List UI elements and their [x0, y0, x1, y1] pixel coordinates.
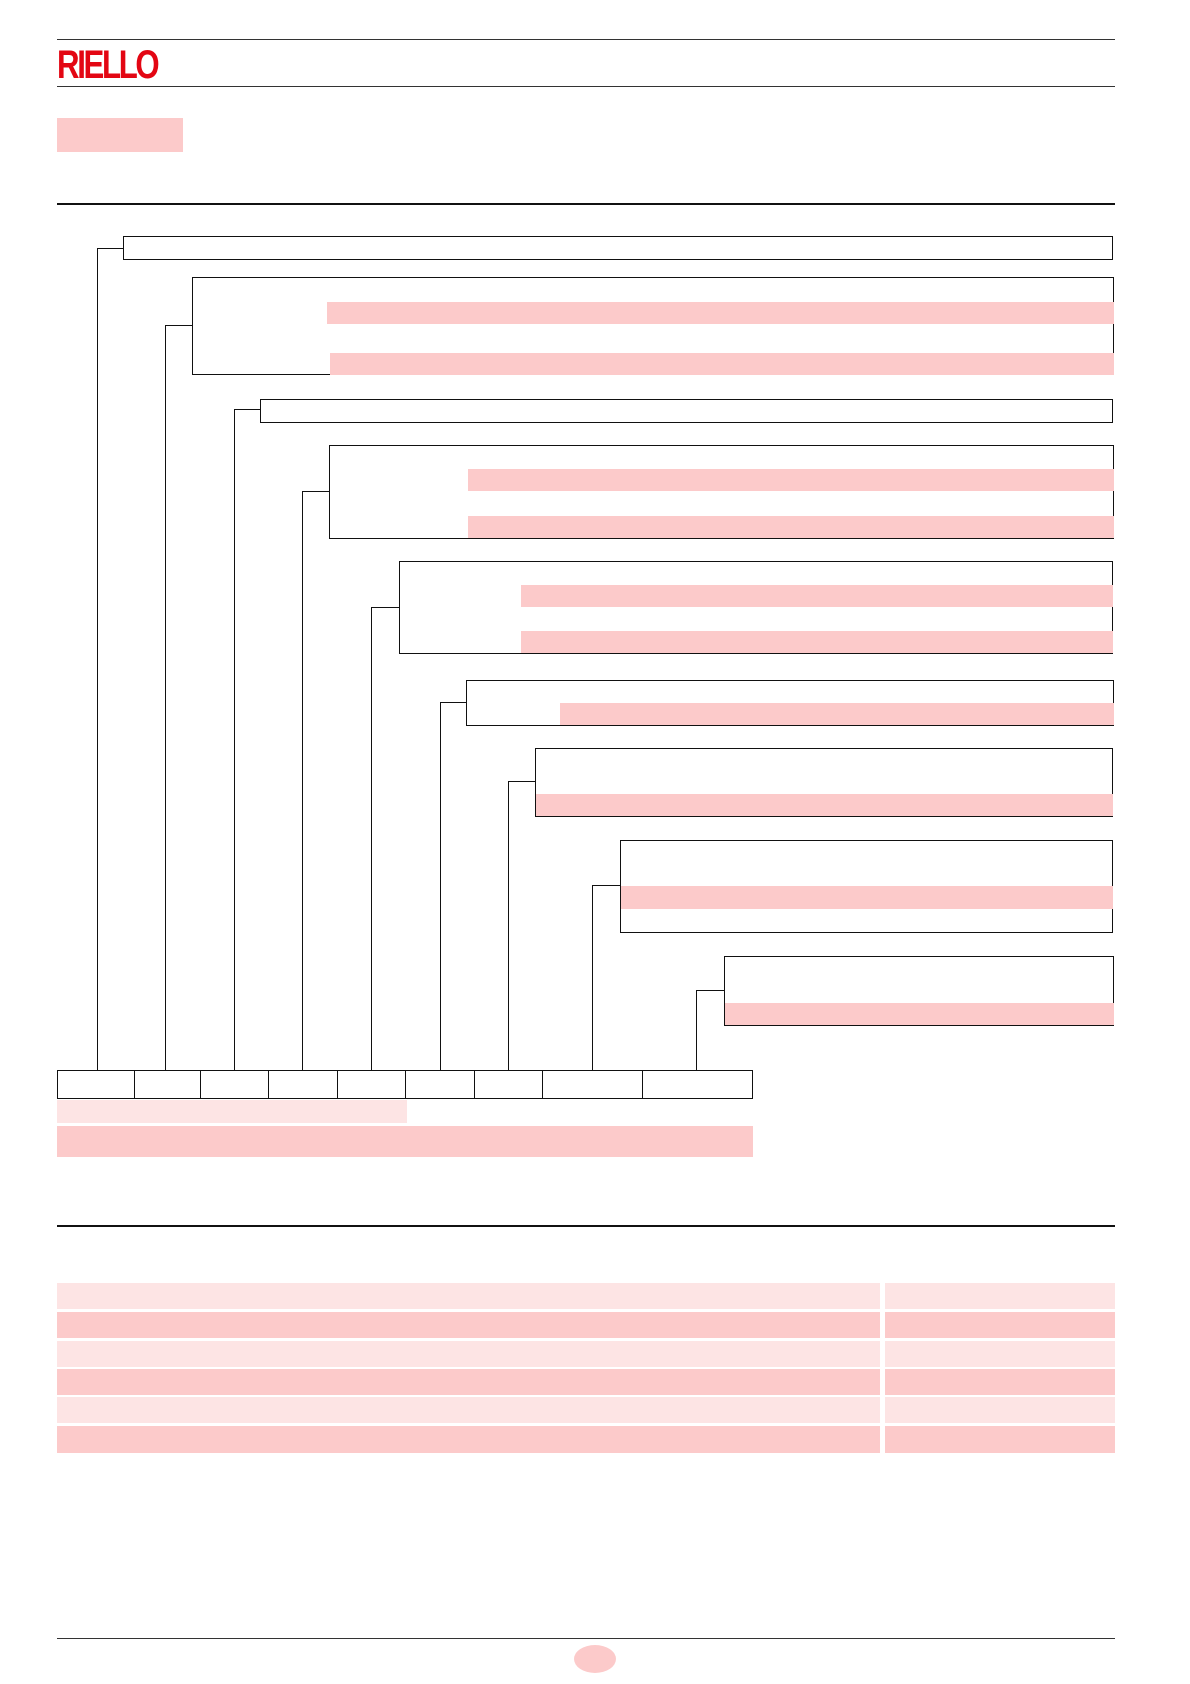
connector-5-horizontal — [371, 607, 399, 608]
connector-3-horizontal — [234, 409, 260, 410]
table-row-6-label — [57, 1426, 880, 1453]
table-row-1-label — [57, 1283, 880, 1309]
designation-box-8-line-1 — [621, 886, 1113, 909]
code-cell-2 — [134, 1070, 201, 1099]
table-row-6-value — [885, 1426, 1115, 1453]
designation-box-5-line-1 — [521, 585, 1113, 607]
header-bottom-rule — [57, 86, 1115, 87]
code-cell-3 — [200, 1070, 269, 1099]
designation-box-7 — [535, 748, 1113, 817]
designation-box-4 — [329, 445, 1114, 539]
designation-box-2-line-1 — [327, 302, 1114, 324]
code-cell-5 — [337, 1070, 406, 1099]
designation-box-4-line-1 — [468, 469, 1114, 491]
designation-box-1 — [123, 236, 1113, 260]
code-cell-6 — [405, 1070, 475, 1099]
section-title-highlight — [57, 118, 183, 152]
table-row-1-value — [885, 1283, 1115, 1309]
code-cell-7 — [474, 1070, 543, 1099]
designation-box-6-line-1 — [560, 703, 1114, 725]
code-cell-9 — [642, 1070, 753, 1099]
connector-1-horizontal — [97, 248, 123, 249]
designation-box-9-line-1 — [725, 1003, 1114, 1025]
table-row-2-label — [57, 1312, 880, 1338]
table-row-5-value — [885, 1397, 1115, 1423]
section-divider-top — [57, 203, 1115, 205]
connector-6-horizontal — [440, 702, 466, 703]
connector-2-horizontal — [165, 325, 192, 326]
connector-9-horizontal — [696, 990, 724, 991]
designation-box-9 — [724, 956, 1114, 1026]
section-divider-bottom — [57, 1225, 1115, 1227]
code-caption-line-1 — [57, 1100, 407, 1123]
connector-1-vertical — [97, 248, 98, 1070]
page-number-badge — [574, 1645, 616, 1673]
connector-7-horizontal — [508, 781, 535, 782]
code-cell-8 — [542, 1070, 643, 1099]
code-cell-1 — [57, 1070, 135, 1099]
designation-box-7-line-1 — [536, 794, 1113, 816]
table-row-2-value — [885, 1312, 1115, 1338]
connector-4-vertical — [302, 491, 303, 1070]
connector-6-vertical — [440, 702, 441, 1070]
designation-box-5 — [399, 561, 1113, 654]
connector-7-vertical — [508, 781, 509, 1070]
connector-9-vertical — [696, 990, 697, 1070]
code-caption-line-2 — [57, 1126, 753, 1157]
connector-2-vertical — [165, 325, 166, 1070]
designation-box-8 — [620, 840, 1113, 933]
table-row-4-value — [885, 1369, 1115, 1395]
table-row-3-value — [885, 1341, 1115, 1367]
table-row-5-label — [57, 1397, 880, 1423]
connector-5-vertical — [371, 607, 372, 1070]
header-top-rule — [57, 39, 1115, 40]
riello-logo: RIELLO — [57, 43, 160, 87]
table-row-3-label — [57, 1341, 880, 1367]
connector-3-vertical — [234, 409, 235, 1070]
connector-4-horizontal — [302, 491, 329, 492]
designation-box-5-line-2 — [521, 631, 1113, 653]
designation-box-3 — [260, 399, 1113, 423]
designation-box-4-line-2 — [468, 516, 1114, 538]
designation-box-6 — [466, 680, 1114, 726]
footer-rule — [57, 1638, 1115, 1639]
connector-8-horizontal — [592, 885, 620, 886]
table-row-4-label — [57, 1369, 880, 1395]
designation-box-2 — [192, 277, 1114, 375]
designation-box-2-line-2 — [330, 353, 1114, 375]
code-cell-4 — [268, 1070, 338, 1099]
connector-8-vertical — [592, 885, 593, 1070]
